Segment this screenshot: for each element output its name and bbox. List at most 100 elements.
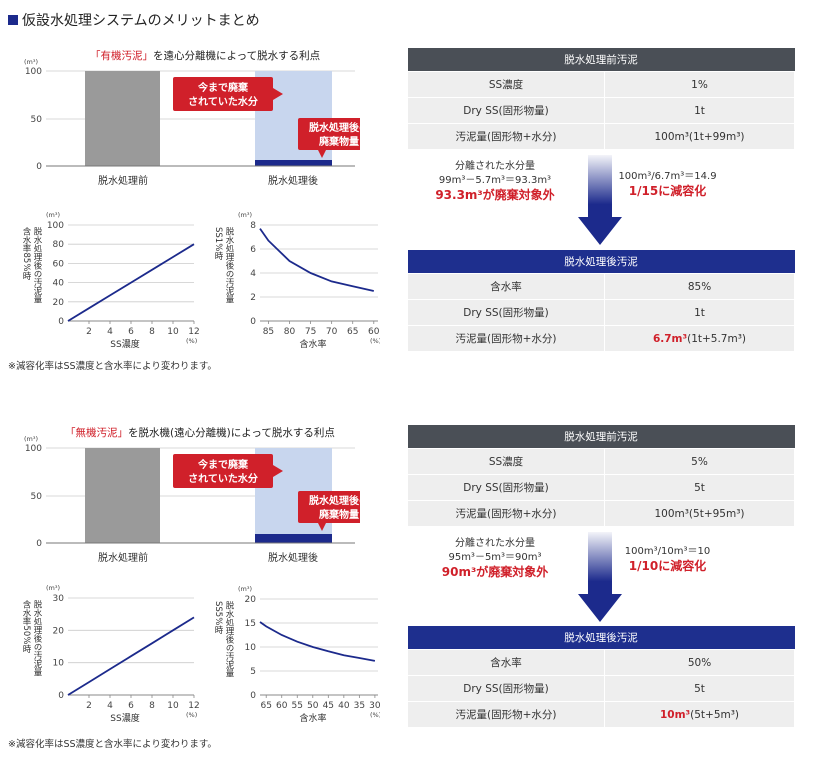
y-tick-label: 0 bbox=[58, 691, 64, 701]
x-tick-label: 12 bbox=[188, 327, 199, 337]
x-tick-label: 60 bbox=[368, 327, 380, 337]
bar-chart-inorganic: (m³) 100 50 0 脱水処理前 脱水処理後 今まで廃棄 されていた水分 … bbox=[24, 435, 360, 564]
reduction-ratio: 100m³/6.7m³＝14.9 1/15に減容化 bbox=[618, 171, 717, 198]
x-tick-label: 40 bbox=[338, 701, 350, 711]
y-unit-label: (m³) bbox=[46, 211, 60, 219]
table-header: 脱水処理後汚泥 bbox=[407, 626, 795, 650]
after-table-inorganic: 脱水処理後汚泥 含水率 50% Dry SS(固形物量) 5t 汚泥量(固形物+水分… bbox=[407, 626, 795, 728]
svg-text:されていた水分: されていた水分 bbox=[188, 472, 258, 485]
line-chart-ss-inorganic: 0 10 20 30 2 4 6 8 10 12(%) SS濃度 (m³) 含水率50%時 脱水処理後の汚… bbox=[21, 584, 200, 724]
after-table-organic: 脱水処理後汚泥 含水率 85% Dry SS(固形物量) 1t 汚泥量(固形物+水分… bbox=[407, 250, 795, 352]
section-title: 「有機汚泥」を遠心分離機によって脱水する利点 bbox=[90, 50, 321, 62]
note-text: ※減容化率はSS濃度と含水率により変わります。 bbox=[8, 361, 217, 372]
y-tick-label: 30 bbox=[53, 594, 65, 604]
callout-after-waste: 脱水処理後の 廃棄物量 bbox=[298, 118, 360, 158]
down-arrow-icon bbox=[578, 155, 622, 245]
y-axis-label: SS5%時 bbox=[213, 601, 223, 634]
bar-before bbox=[85, 448, 160, 543]
series-line bbox=[259, 621, 376, 662]
bar-category-label: 脱水処理前 bbox=[98, 174, 148, 187]
x-tick-label: 75 bbox=[305, 327, 316, 337]
x-tick-label: 8 bbox=[149, 327, 155, 337]
table-row: 汚泥量(固形物+水分) 10m³(5t+5m³) bbox=[407, 701, 795, 728]
table-header: 脱水処理後汚泥 bbox=[407, 250, 795, 274]
svg-text:今まで廃棄: 今まで廃棄 bbox=[197, 81, 249, 94]
x-tick-label: 2 bbox=[86, 701, 92, 711]
note-text: ※減容化率はSS濃度と含水率により変わります。 bbox=[8, 739, 217, 750]
callout-removed-water: 今まで廃棄 されていた水分 bbox=[173, 77, 283, 111]
series-line bbox=[67, 616, 195, 696]
callout-removed-water: 今まで廃棄 されていた水分 bbox=[173, 454, 283, 488]
bar-tick-label: 50 bbox=[31, 492, 43, 502]
x-unit-label: (%) bbox=[186, 337, 197, 345]
x-tick-label: 65 bbox=[260, 701, 271, 711]
table-row: SS濃度 5% bbox=[407, 448, 795, 475]
y-axis-label: 含水率50%時 bbox=[21, 599, 31, 652]
x-tick-label: 2 bbox=[86, 327, 92, 337]
y-tick-label: 4 bbox=[250, 269, 256, 279]
x-unit-label: (%) bbox=[370, 711, 380, 719]
y-tick-label: 20 bbox=[53, 626, 65, 636]
x-axis-label: 含水率 bbox=[299, 338, 326, 350]
x-tick-label: 10 bbox=[167, 701, 179, 711]
x-tick-label: 6 bbox=[128, 701, 134, 711]
bar-unit-label: (m³) bbox=[24, 435, 38, 443]
x-tick-label: 4 bbox=[107, 701, 113, 711]
y-tick-label: 20 bbox=[53, 298, 65, 308]
callout-after-waste: 脱水処理後の 廃棄物量 bbox=[298, 491, 360, 531]
bar-tick-label: 0 bbox=[36, 539, 42, 549]
y-axis-label-2: 脱水処理後の汚泥量 bbox=[32, 226, 42, 303]
y-axis-label: 含水率85%時 bbox=[21, 226, 31, 279]
x-tick-label: 85 bbox=[263, 327, 274, 337]
y-tick-label: 10 bbox=[245, 643, 257, 653]
table-row: Dry SS(固形物量) 1t bbox=[407, 299, 795, 326]
before-table-organic: 脱水処理前汚泥 SS濃度 1% Dry SS(固形物量) 1t 汚泥量(固形物+水分… bbox=[407, 48, 795, 150]
x-unit-label: (%) bbox=[186, 711, 197, 719]
bar-unit-label: (m³) bbox=[24, 58, 38, 66]
before-table-inorganic: 脱水処理前汚泥 SS濃度 5% Dry SS(固形物量) 5t 汚泥量(固形物+水分… bbox=[407, 425, 795, 527]
x-tick-label: 45 bbox=[323, 701, 334, 711]
line-chart-water-inorganic: 0 5 10 15 20 65 60 55 50 45 40 35 30(%) 含水率 (m³) SS5%時脱… bbox=[213, 585, 380, 724]
y-tick-label: 80 bbox=[53, 240, 65, 250]
x-tick-label: 55 bbox=[292, 701, 303, 711]
x-tick-label: 30 bbox=[369, 701, 380, 711]
table-header: 脱水処理前汚泥 bbox=[407, 48, 795, 72]
x-tick-label: 60 bbox=[276, 701, 288, 711]
svg-text:されていた水分: されていた水分 bbox=[188, 95, 258, 108]
x-axis-label: SS濃度 bbox=[110, 712, 139, 724]
x-tick-label: 35 bbox=[354, 701, 365, 711]
bar-tick-label: 0 bbox=[36, 162, 42, 172]
x-tick-label: 65 bbox=[347, 327, 358, 337]
x-tick-label: 50 bbox=[307, 701, 319, 711]
y-tick-label: 0 bbox=[250, 691, 256, 701]
series-line bbox=[67, 243, 195, 322]
x-tick-label: 70 bbox=[326, 327, 338, 337]
x-unit-label: (%) bbox=[370, 337, 380, 345]
y-unit-label: (m³) bbox=[46, 584, 60, 592]
reduction-ratio: 100m³/10m³＝10 1/10に減容化 bbox=[624, 546, 711, 573]
x-tick-label: 8 bbox=[149, 701, 155, 711]
bar-after bbox=[255, 160, 332, 166]
table-row: Dry SS(固形物量) 5t bbox=[407, 675, 795, 702]
y-axis-label-2: 脱水処理後の汚泥量 bbox=[224, 226, 234, 303]
bar-category-label: 脱水処理後 bbox=[268, 174, 318, 187]
y-tick-label: 15 bbox=[245, 619, 256, 629]
bar-category-label: 脱水処理後 bbox=[268, 551, 318, 564]
table-row: 含水率 50% bbox=[407, 649, 795, 676]
y-tick-label: 6 bbox=[250, 245, 256, 255]
svg-text:脱水処理後の: 脱水処理後の bbox=[309, 121, 360, 134]
bar-tick-label: 50 bbox=[31, 115, 43, 125]
separated-water-calc: 分離された水分量 95m³－5m³＝90m³ 90m³が廃棄対象外 bbox=[441, 538, 549, 579]
separated-water-calc: 分離された水分量 99m³－5.7m³＝93.3m³ 93.3m³が廃棄対象外 bbox=[435, 161, 555, 202]
table-row: Dry SS(固形物量) 1t bbox=[407, 97, 795, 124]
y-tick-label: 20 bbox=[245, 595, 257, 605]
x-axis-label: 含水率 bbox=[299, 712, 326, 724]
section-title: 「無機汚泥」を脱水機(遠心分離機)によって脱水する利点 bbox=[65, 427, 335, 439]
x-tick-label: 80 bbox=[284, 327, 296, 337]
x-axis-label: SS濃度 bbox=[110, 338, 139, 350]
y-tick-label: 8 bbox=[250, 221, 256, 231]
svg-text:廃棄物量: 廃棄物量 bbox=[319, 508, 359, 521]
x-tick-label: 12 bbox=[188, 701, 199, 711]
bar-before bbox=[85, 71, 160, 166]
x-tick-label: 10 bbox=[167, 327, 179, 337]
